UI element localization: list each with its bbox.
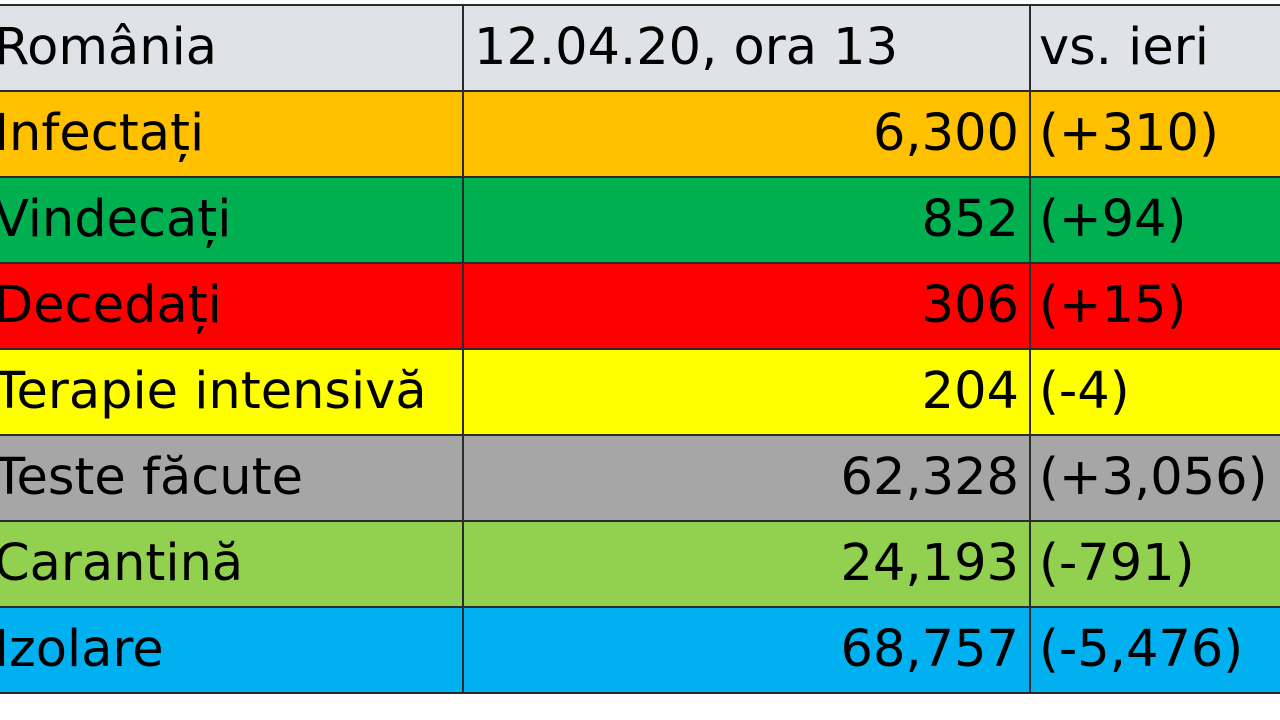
row-delta: (-791) xyxy=(1029,520,1280,608)
row-value: 306 xyxy=(462,262,1031,350)
row-label: Decedați xyxy=(0,262,464,350)
row-label: Teste făcute xyxy=(0,434,464,522)
row-infectati: Infectați 6,300 (+310) xyxy=(0,90,1280,178)
row-value: 62,328 xyxy=(462,434,1031,522)
header-comparison: vs. ieri xyxy=(1029,4,1280,92)
row-delta: (+310) xyxy=(1029,90,1280,178)
stats-table: România 12.04.20, ora 13 vs. ieri Infect… xyxy=(0,4,1280,694)
header-country: România xyxy=(0,4,464,92)
row-label: Vindecați xyxy=(0,176,464,264)
row-delta: (-5,476) xyxy=(1029,606,1280,694)
row-value: 68,757 xyxy=(462,606,1031,694)
row-delta: (+94) xyxy=(1029,176,1280,264)
row-value: 204 xyxy=(462,348,1031,436)
row-label: Infectați xyxy=(0,90,464,178)
row-decedati: Decedați 306 (+15) xyxy=(0,262,1280,350)
row-value: 852 xyxy=(462,176,1031,264)
row-label: Izolare xyxy=(0,606,464,694)
header-date: 12.04.20, ora 13 xyxy=(462,4,1031,92)
row-vindecati: Vindecați 852 (+94) xyxy=(0,176,1280,264)
row-izolare: Izolare 68,757 (-5,476) xyxy=(0,606,1280,694)
header-row: România 12.04.20, ora 13 vs. ieri xyxy=(0,4,1280,92)
row-terapie-intensiva: Terapie intensivă 204 (-4) xyxy=(0,348,1280,436)
row-label: Carantină xyxy=(0,520,464,608)
row-label: Terapie intensivă xyxy=(0,348,464,436)
row-delta: (+15) xyxy=(1029,262,1280,350)
row-carantina: Carantină 24,193 (-791) xyxy=(0,520,1280,608)
row-value: 24,193 xyxy=(462,520,1031,608)
row-delta: (+3,056) xyxy=(1029,434,1280,522)
row-teste-facute: Teste făcute 62,328 (+3,056) xyxy=(0,434,1280,522)
row-value: 6,300 xyxy=(462,90,1031,178)
row-delta: (-4) xyxy=(1029,348,1280,436)
